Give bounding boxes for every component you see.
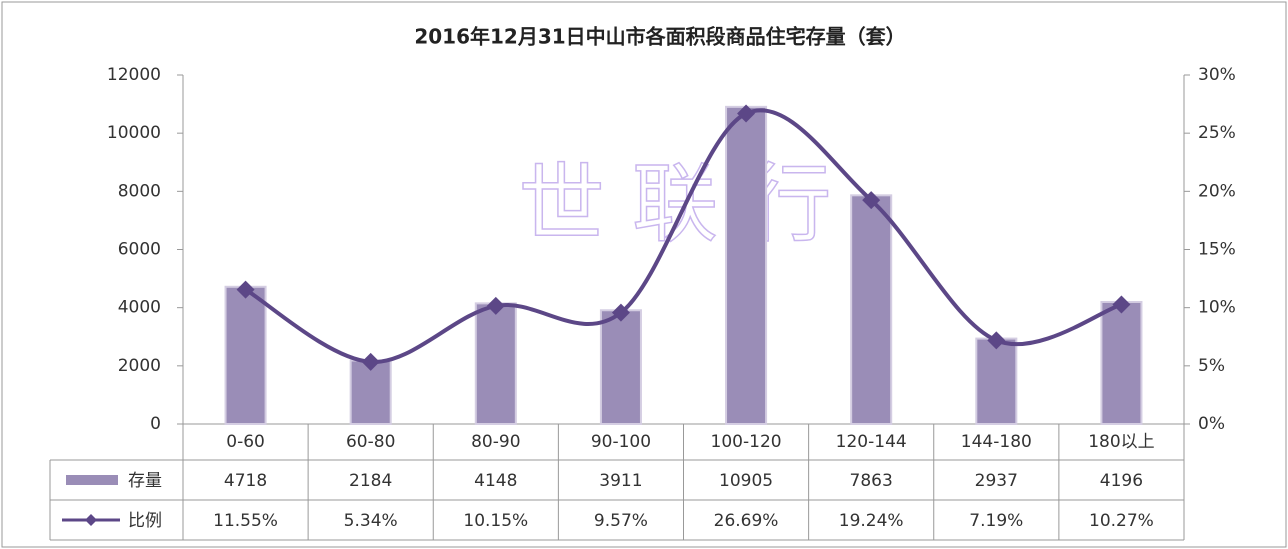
- x-tick-label: 120-144: [836, 432, 907, 452]
- x-tick-label: 100-120: [711, 432, 782, 452]
- x-tick-label: 80-90: [471, 432, 520, 452]
- y-tick-label: 10000: [107, 123, 161, 143]
- y2-tick-label: 10%: [1198, 298, 1236, 318]
- line-marker: [361, 352, 380, 371]
- y-tick-label: 6000: [118, 240, 161, 260]
- bar: [975, 337, 1018, 425]
- table-value: 19.24%: [839, 511, 904, 531]
- table-value: 9.57%: [594, 511, 648, 531]
- bar: [850, 194, 893, 425]
- line-marker: [486, 296, 505, 315]
- y-tick-label: 2000: [118, 356, 161, 376]
- y-tick-label: 0: [150, 414, 161, 434]
- bar: [599, 309, 642, 426]
- table-value: 4718: [224, 471, 267, 491]
- y-tick-label: 8000: [118, 181, 161, 201]
- table-value: 2937: [975, 471, 1018, 491]
- y-tick-label: 4000: [118, 298, 161, 318]
- y2-tick-label: 5%: [1198, 356, 1225, 376]
- table-value: 26.69%: [714, 511, 779, 531]
- bar: [474, 302, 517, 425]
- y-tick-label: 12000: [107, 65, 161, 85]
- table-value: 4148: [474, 471, 517, 491]
- y2-tick-label: 0%: [1198, 414, 1225, 434]
- bar: [1100, 300, 1143, 426]
- table-value: 10.27%: [1089, 511, 1154, 531]
- table-value: 2184: [349, 471, 392, 491]
- table-value: 10.15%: [463, 511, 528, 531]
- line: [244, 108, 1123, 364]
- legend-marker: [85, 514, 97, 526]
- legend-label: 比例: [128, 511, 162, 531]
- table-value: 4196: [1100, 471, 1143, 491]
- line-marker: [611, 303, 630, 322]
- line-marker: [987, 331, 1006, 350]
- chart-title: 2016年12月31日中山市各面积段商品住宅存量（套）: [414, 25, 905, 49]
- table-value: 10905: [719, 471, 773, 491]
- line-marker: [1112, 295, 1131, 314]
- table-value: 3911: [599, 471, 642, 491]
- table-value: 5.34%: [344, 511, 398, 531]
- x-tick-label: 90-100: [591, 432, 651, 452]
- legend-label: 存量: [128, 471, 162, 491]
- line-marker: [236, 280, 255, 299]
- table-value: 7863: [850, 471, 893, 491]
- bar: [725, 105, 768, 425]
- bar: [224, 285, 267, 425]
- watermark: 世 联 行: [519, 154, 832, 254]
- x-tick-label: 0-60: [226, 432, 265, 452]
- x-tick-label: 60-80: [346, 432, 395, 452]
- legend-swatch: [66, 475, 118, 485]
- y2-tick-label: 25%: [1198, 123, 1236, 143]
- y2-tick-label: 15%: [1198, 240, 1236, 260]
- x-tick-label: 180以上: [1088, 432, 1154, 452]
- y2-tick-label: 30%: [1198, 65, 1236, 85]
- line-marker: [862, 191, 881, 210]
- y2-tick-label: 20%: [1198, 181, 1236, 201]
- table-value: 11.55%: [213, 511, 278, 531]
- x-tick-label: 144-180: [961, 432, 1032, 452]
- line-marker: [737, 104, 756, 123]
- table-value: 7.19%: [969, 511, 1023, 531]
